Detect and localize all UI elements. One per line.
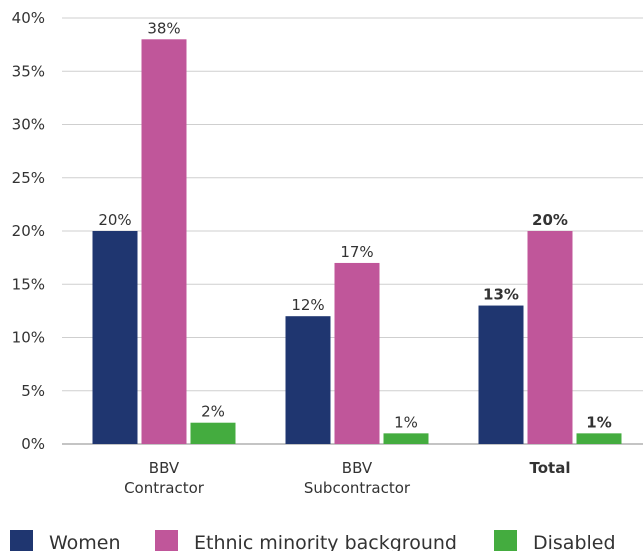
bar <box>478 305 524 444</box>
legend-swatch <box>494 530 517 551</box>
y-tick-label: 10% <box>12 329 45 347</box>
y-tick-label: 5% <box>21 382 45 400</box>
data-label: 20% <box>98 211 131 229</box>
y-tick-label: 30% <box>12 116 45 134</box>
y-tick-label: 35% <box>12 62 45 80</box>
legend-label: Disabled <box>533 532 616 551</box>
bar <box>92 231 138 444</box>
x-tick-label: BBV <box>149 459 180 477</box>
x-tick-label: Total <box>530 459 571 477</box>
x-tick-label: BBV <box>342 459 373 477</box>
data-label: 20% <box>532 211 568 229</box>
y-tick-label: 0% <box>21 435 45 453</box>
bar <box>141 39 187 445</box>
bar <box>383 433 429 444</box>
legend-swatch <box>155 530 178 551</box>
y-tick-label: 25% <box>12 169 45 187</box>
data-label: 13% <box>483 286 519 304</box>
data-label: 1% <box>394 413 418 431</box>
bar <box>285 316 331 444</box>
bar <box>334 262 380 444</box>
data-label: 1% <box>586 413 611 431</box>
legend-swatch <box>10 530 33 551</box>
data-label: 12% <box>291 296 324 314</box>
legend-label: Women <box>49 532 121 551</box>
data-label: 17% <box>340 243 373 261</box>
legend-label: Ethnic minority background <box>194 532 457 551</box>
y-tick-label: 15% <box>12 275 45 293</box>
y-tick-label: 40% <box>12 9 45 27</box>
bar <box>576 433 622 444</box>
bar <box>527 231 573 444</box>
y-tick-label: 20% <box>12 222 45 240</box>
data-label: 2% <box>201 403 225 421</box>
x-tick-label: Contractor <box>124 479 205 497</box>
data-label: 38% <box>147 19 180 37</box>
x-tick-label: Subcontractor <box>304 479 411 497</box>
bar <box>190 422 236 444</box>
